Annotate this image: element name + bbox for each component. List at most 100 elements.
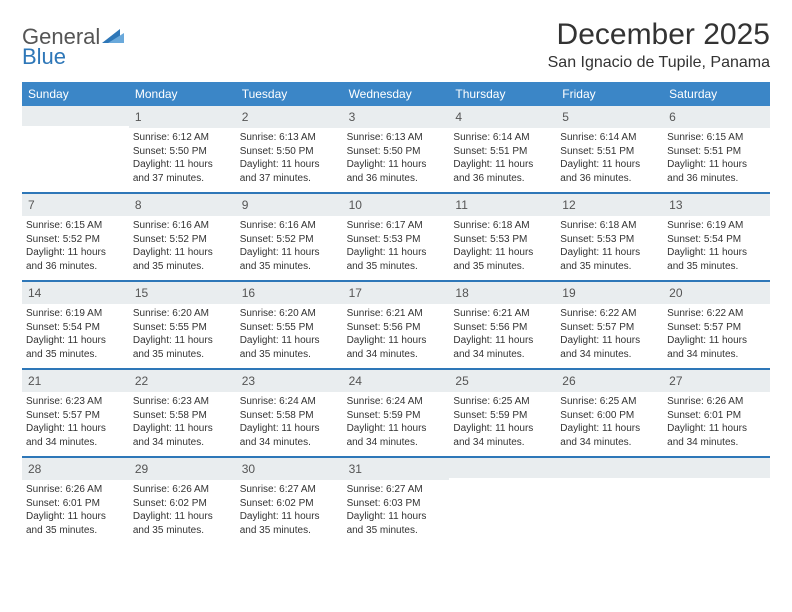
day-number	[663, 458, 770, 478]
daylight-line: Daylight: 11 hours and 34 minutes.	[453, 334, 552, 361]
daylight-line: Daylight: 11 hours and 37 minutes.	[240, 158, 339, 185]
daylight-line: Daylight: 11 hours and 34 minutes.	[26, 422, 125, 449]
sunrise-line: Sunrise: 6:15 AM	[667, 131, 766, 145]
sunrise-line: Sunrise: 6:16 AM	[240, 219, 339, 233]
sunrise-line: Sunrise: 6:26 AM	[667, 395, 766, 409]
sunrise-line: Sunrise: 6:25 AM	[453, 395, 552, 409]
day-number	[22, 106, 129, 126]
brand-part2: Blue	[22, 44, 66, 69]
day-number: 5	[556, 106, 663, 128]
daylight-line: Daylight: 11 hours and 35 minutes.	[26, 510, 125, 537]
daylight-line: Daylight: 11 hours and 34 minutes.	[240, 422, 339, 449]
day-number: 18	[449, 282, 556, 304]
sunset-line: Sunset: 5:56 PM	[347, 321, 446, 335]
day-number: 29	[129, 458, 236, 480]
sunrise-line: Sunrise: 6:17 AM	[347, 219, 446, 233]
sunrise-line: Sunrise: 6:12 AM	[133, 131, 232, 145]
day-number: 13	[663, 194, 770, 216]
sunset-line: Sunset: 5:55 PM	[133, 321, 232, 335]
daylight-line: Daylight: 11 hours and 35 minutes.	[26, 334, 125, 361]
dayname-monday: Monday	[129, 82, 236, 106]
daylight-line: Daylight: 11 hours and 35 minutes.	[240, 246, 339, 273]
sunrise-line: Sunrise: 6:20 AM	[133, 307, 232, 321]
calendar-cell	[556, 458, 663, 544]
sunset-line: Sunset: 5:51 PM	[560, 145, 659, 159]
calendar: Sunday Monday Tuesday Wednesday Thursday…	[22, 82, 770, 544]
dayname-sunday: Sunday	[22, 82, 129, 106]
sunset-line: Sunset: 5:51 PM	[667, 145, 766, 159]
calendar-cell: 16 Sunrise: 6:20 AMSunset: 5:55 PMDayligh…	[236, 282, 343, 368]
daylight-line: Daylight: 11 hours and 34 minutes.	[347, 422, 446, 449]
calendar-cell: 2Sunrise: 6:13 AMSunset: 5:50 PMDaylight…	[236, 106, 343, 192]
calendar-cell: 18Sunrise: 6:21 AMSunset: 5:56 PMDayligh…	[449, 282, 556, 368]
sunset-line: Sunset: 5:50 PM	[133, 145, 232, 159]
daylight-line: Daylight: 11 hours and 34 minutes.	[560, 422, 659, 449]
daylight-line: Daylight: 11 hours and 35 minutes.	[560, 246, 659, 273]
day-number: 19	[556, 282, 663, 304]
calendar-cell: 7Sunrise: 6:15 AMSunset: 5:52 PMDaylight…	[22, 194, 129, 280]
sunset-line: Sunset: 5:54 PM	[667, 233, 766, 247]
daylight-line: Daylight: 11 hours and 35 minutes.	[453, 246, 552, 273]
sunrise-line: Sunrise: 6:15 AM	[26, 219, 125, 233]
day-number	[449, 458, 556, 478]
calendar-cell: 9Sunrise: 6:16 AMSunset: 5:52 PMDaylight…	[236, 194, 343, 280]
day-number: 31	[343, 458, 450, 480]
day-number: 7	[22, 194, 129, 216]
sunrise-line: Sunrise: 6:18 AM	[560, 219, 659, 233]
header: General December 2025 San Ignacio de Tup…	[22, 18, 770, 72]
title-block: December 2025 San Ignacio de Tupile, Pan…	[548, 18, 770, 72]
calendar-cell: 31Sunrise: 6:27 AMSunset: 6:03 PMDayligh…	[343, 458, 450, 544]
calendar-cell: 13Sunrise: 6:19 AMSunset: 5:54 PMDayligh…	[663, 194, 770, 280]
calendar-cell: 3Sunrise: 6:13 AMSunset: 5:50 PMDaylight…	[343, 106, 450, 192]
calendar-cell: 23Sunrise: 6:24 AMSunset: 5:58 PMDayligh…	[236, 370, 343, 456]
calendar-cell: 14Sunrise: 6:19 AMSunset: 5:54 PMDayligh…	[22, 282, 129, 368]
sunrise-line: Sunrise: 6:14 AM	[453, 131, 552, 145]
calendar-cell: 24Sunrise: 6:24 AMSunset: 5:59 PMDayligh…	[343, 370, 450, 456]
sunrise-line: Sunrise: 6:24 AM	[347, 395, 446, 409]
sunrise-line: Sunrise: 6:18 AM	[453, 219, 552, 233]
sunrise-line: Sunrise: 6:27 AM	[240, 483, 339, 497]
day-number: 3	[343, 106, 450, 128]
day-number: 27	[663, 370, 770, 392]
daylight-line: Daylight: 11 hours and 34 minutes.	[347, 334, 446, 361]
calendar-cell: 17Sunrise: 6:21 AMSunset: 5:56 PMDayligh…	[343, 282, 450, 368]
sunset-line: Sunset: 5:58 PM	[133, 409, 232, 423]
sunrise-line: Sunrise: 6:25 AM	[560, 395, 659, 409]
sunrise-line: Sunrise: 6:24 AM	[240, 395, 339, 409]
sunrise-line: Sunrise: 6:14 AM	[560, 131, 659, 145]
sunset-line: Sunset: 5:57 PM	[667, 321, 766, 335]
brand-mark-icon	[102, 25, 124, 50]
day-number: 14	[22, 282, 129, 304]
sunrise-line: Sunrise: 6:22 AM	[667, 307, 766, 321]
dayname-thursday: Thursday	[449, 82, 556, 106]
calendar-cell: 4Sunrise: 6:14 AMSunset: 5:51 PMDaylight…	[449, 106, 556, 192]
daylight-line: Daylight: 11 hours and 35 minutes.	[347, 510, 446, 537]
sunset-line: Sunset: 5:50 PM	[347, 145, 446, 159]
sunset-line: Sunset: 5:53 PM	[560, 233, 659, 247]
weeks-container: 1Sunrise: 6:12 AMSunset: 5:50 PMDaylight…	[22, 106, 770, 544]
month-title: December 2025	[548, 18, 770, 52]
day-number: 22	[129, 370, 236, 392]
sunset-line: Sunset: 5:52 PM	[26, 233, 125, 247]
brand-part2-wrap: Blue	[22, 44, 66, 70]
calendar-cell: 12Sunrise: 6:18 AMSunset: 5:53 PMDayligh…	[556, 194, 663, 280]
sunset-line: Sunset: 5:50 PM	[240, 145, 339, 159]
calendar-cell: 10Sunrise: 6:17 AMSunset: 5:53 PMDayligh…	[343, 194, 450, 280]
sunset-line: Sunset: 5:55 PM	[240, 321, 339, 335]
calendar-cell: 28Sunrise: 6:26 AMSunset: 6:01 PMDayligh…	[22, 458, 129, 544]
day-number: 26	[556, 370, 663, 392]
day-number: 9	[236, 194, 343, 216]
daylight-line: Daylight: 11 hours and 35 minutes.	[240, 334, 339, 361]
day-number: 30	[236, 458, 343, 480]
calendar-cell: 19Sunrise: 6:22 AMSunset: 5:57 PMDayligh…	[556, 282, 663, 368]
sunset-line: Sunset: 5:59 PM	[453, 409, 552, 423]
calendar-cell: 8Sunrise: 6:16 AMSunset: 5:52 PMDaylight…	[129, 194, 236, 280]
sunrise-line: Sunrise: 6:22 AM	[560, 307, 659, 321]
day-number: 8	[129, 194, 236, 216]
sunrise-line: Sunrise: 6:20 AM	[240, 307, 339, 321]
calendar-cell: 25Sunrise: 6:25 AMSunset: 5:59 PMDayligh…	[449, 370, 556, 456]
day-number: 16	[236, 282, 343, 304]
day-number: 1	[129, 106, 236, 128]
day-number: 21	[22, 370, 129, 392]
dayname-friday: Friday	[556, 82, 663, 106]
